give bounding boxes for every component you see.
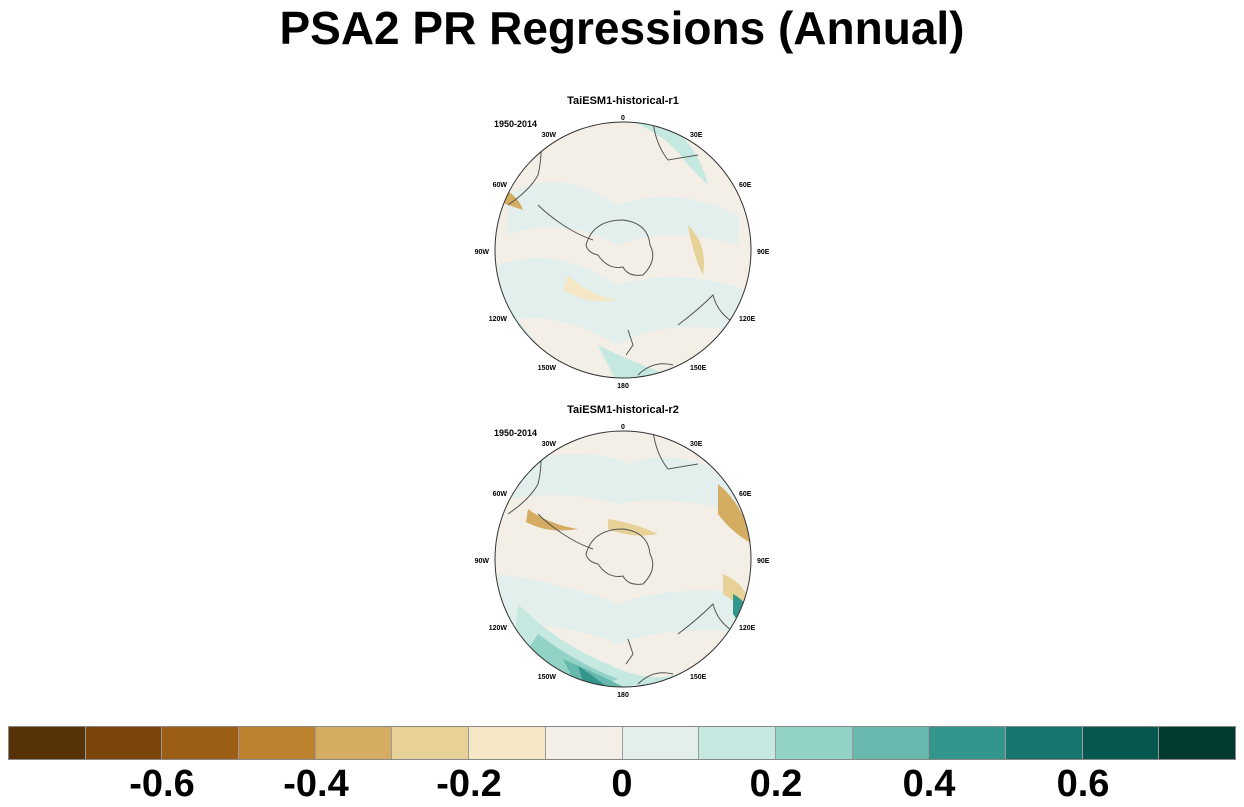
- colorbar-tick-label: 0.2: [749, 763, 803, 805]
- lon-label: 60W: [493, 491, 508, 498]
- panel-title: TaiESM1-historical-r2: [567, 404, 679, 416]
- map-panel-r2: 0 30E 60E 90E 120E 150E 180 150W 120W 90…: [468, 404, 778, 704]
- colorbar-swatch: [315, 727, 393, 759]
- lon-label: 60E: [739, 491, 752, 498]
- colorbar-swatch: [392, 727, 470, 759]
- colorbar-swatch: [545, 727, 623, 759]
- colorbar-swatch: [852, 727, 930, 759]
- colorbar-tick-label: -0.2: [436, 763, 502, 805]
- colorbar-swatch: [162, 727, 240, 759]
- lon-label: 90E: [757, 249, 770, 256]
- colorbar-tick-label: -0.4: [283, 763, 349, 805]
- coastlines: [507, 431, 739, 685]
- polar-map-r2: 0 30E 60E 90E 120E 150E 180 150W 120W 90…: [475, 424, 770, 699]
- figure-title: PSA2 PR Regressions (Annual): [279, 2, 965, 54]
- colorbar-swatch: [85, 727, 163, 759]
- map-panel-r1: 0 30E 60E 90E 120E 150E 180 150W 120W 90…: [468, 95, 778, 395]
- colorbar-swatch: [699, 727, 776, 759]
- lon-label: 30E: [690, 441, 703, 448]
- lon-label: 30W: [542, 441, 557, 448]
- lon-label: 120W: [489, 316, 508, 323]
- lon-label: 150W: [538, 674, 557, 681]
- lon-label: 120E: [739, 625, 756, 632]
- colorbar-swatch: [1005, 727, 1083, 759]
- lon-label: 0: [621, 115, 625, 122]
- colorbar: [8, 726, 1236, 760]
- lon-label: 30E: [690, 132, 703, 139]
- lon-label: 60W: [493, 182, 508, 189]
- lon-label: 60E: [739, 182, 752, 189]
- colorbar-swatch: [9, 727, 86, 759]
- lon-label: 150W: [538, 365, 557, 372]
- colorbar-swatch: [622, 727, 700, 759]
- colorbar-swatch: [775, 727, 853, 759]
- colorbar-swatch: [1082, 727, 1160, 759]
- lon-label: 180: [617, 692, 629, 699]
- polar-map-r1: 0 30E 60E 90E 120E 150E 180 150W 120W 90…: [475, 115, 770, 390]
- lon-label: 90W: [475, 558, 490, 565]
- lon-label: 90W: [475, 249, 490, 256]
- colorbar-swatch: [239, 727, 316, 759]
- colorbar-swatch: [1159, 727, 1235, 759]
- lon-label: 180: [617, 383, 629, 390]
- panel-title: TaiESM1-historical-r1: [567, 95, 679, 107]
- lon-label: 0: [621, 424, 625, 431]
- colorbar-tick-label: 0: [611, 763, 633, 805]
- colorbar-tick-label: -0.6: [129, 763, 195, 805]
- lon-label: 150E: [690, 674, 707, 681]
- colorbar-swatch: [929, 727, 1006, 759]
- lon-label: 120W: [489, 625, 508, 632]
- colorbar-tick-label: 0.6: [1056, 763, 1110, 805]
- lon-label: 90E: [757, 558, 770, 565]
- colorbar-tick-label: 0.4: [902, 763, 956, 805]
- panel-years: 1950-2014: [494, 428, 538, 438]
- lon-label: 120E: [739, 316, 756, 323]
- panel-years: 1950-2014: [494, 119, 538, 129]
- colorbar-swatch: [469, 727, 546, 759]
- lon-label: 30W: [542, 132, 557, 139]
- lon-label: 150E: [690, 365, 707, 372]
